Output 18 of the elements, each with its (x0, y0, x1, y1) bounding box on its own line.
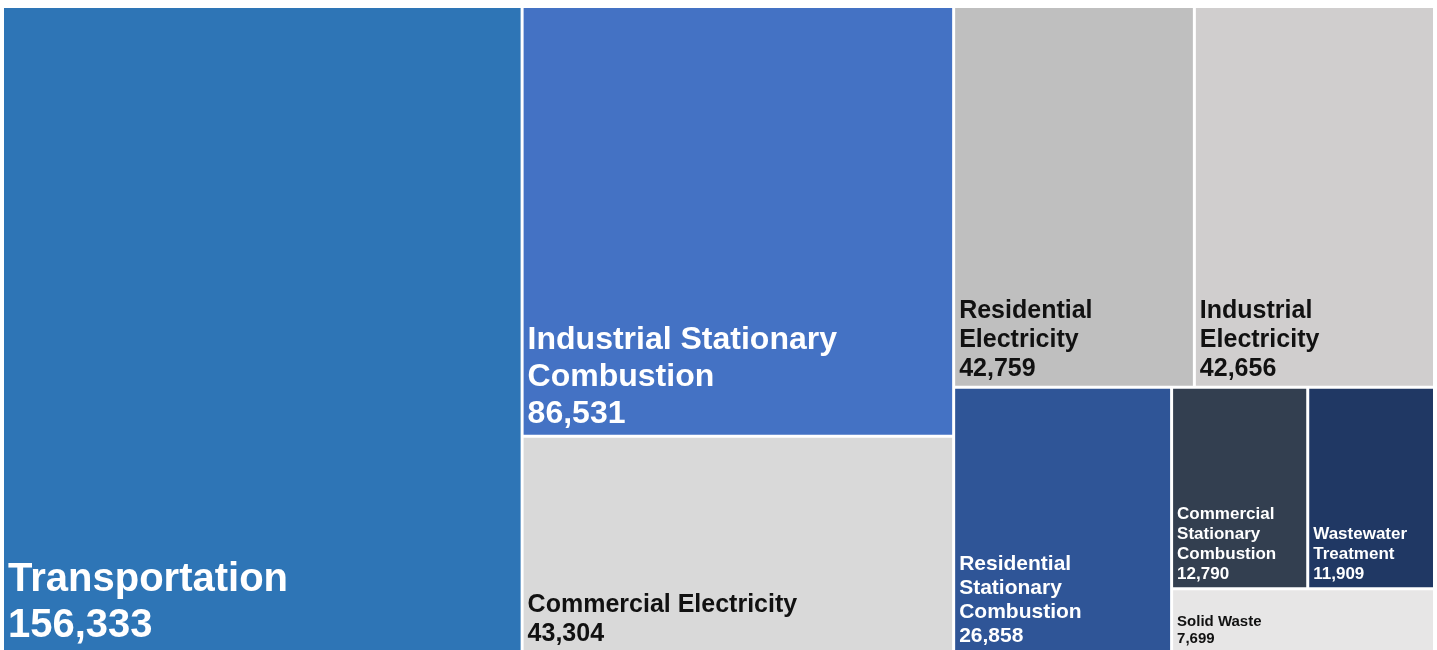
category-label: Commercial Electricity (527, 588, 798, 617)
category-label: Commercial Stationary Combustion (1177, 503, 1280, 563)
category-label: Residential Stationary Combustion (959, 550, 1082, 622)
data-label: 86,531 (527, 394, 626, 431)
data-label: 42,759 (959, 353, 1036, 382)
category-label: Residential Electricity (959, 295, 1100, 353)
category-label: Industrial Stationary Combustion (527, 320, 846, 394)
category-label: Transportation (8, 555, 289, 599)
data-label: 26,858 (959, 622, 1024, 646)
category-label: Industrial Electricity (1199, 295, 1320, 353)
data-label: 12,790 (1177, 563, 1230, 583)
data-label: 11,909 (1313, 563, 1365, 583)
category-label: Solid Waste (1177, 612, 1262, 629)
data-label: 42,656 (1199, 353, 1277, 382)
category-label: Wastewater Treatment (1313, 523, 1412, 563)
data-label: 43,304 (527, 617, 605, 646)
data-label: 156,333 (8, 601, 153, 645)
data-label: 7,699 (1177, 629, 1215, 646)
